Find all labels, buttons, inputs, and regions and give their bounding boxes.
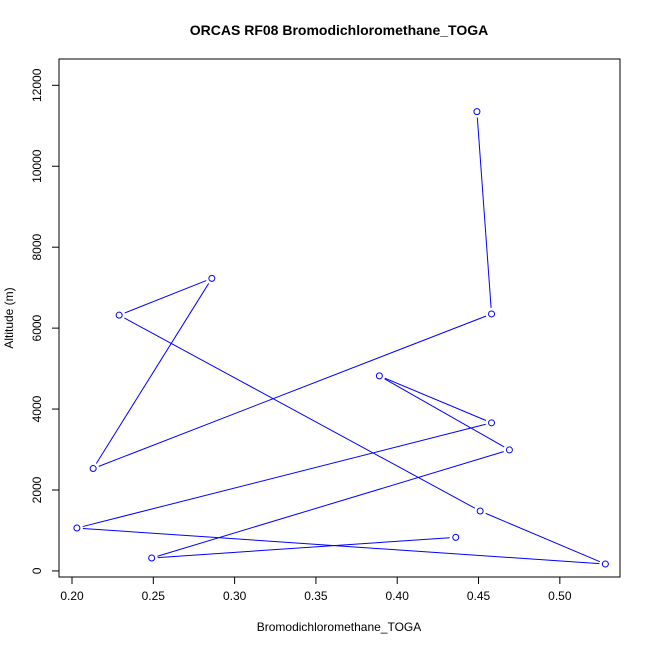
x-tick-label: 0.45 (467, 589, 491, 603)
data-point (488, 419, 496, 427)
x-tick-label: 0.40 (386, 589, 410, 603)
x-tick-label: 0.20 (60, 589, 84, 603)
series-segment (124, 317, 476, 509)
y-tick-label: 8000 (30, 234, 44, 261)
series-lines (82, 117, 601, 565)
x-axis: 0.20 0.25 0.30 0.35 0.40 0.45 0.50 (60, 576, 572, 603)
data-point (505, 446, 513, 454)
chart-title: ORCAS RF08 Bromodichloromethane_TOGA (190, 22, 488, 38)
series-segment (157, 537, 450, 559)
data-point (148, 554, 156, 562)
series-segment (82, 527, 600, 565)
plot-frame (58, 58, 621, 578)
y-tick-label: 6000 (30, 314, 44, 341)
series-segment (157, 451, 504, 557)
data-point (488, 310, 496, 318)
data-point (89, 465, 97, 473)
series-segment (476, 117, 492, 309)
series-segment (82, 423, 486, 528)
y-tick-label: 12000 (30, 68, 44, 102)
series-segment (98, 315, 487, 467)
x-tick-label: 0.30 (223, 589, 247, 603)
y-tick-label: 0 (30, 567, 44, 574)
data-point (115, 311, 123, 319)
series-segment (95, 283, 210, 464)
y-axis: 0 2000 4000 6000 8000 10000 12000 (30, 68, 60, 574)
series-segment (384, 378, 505, 448)
data-point (473, 108, 481, 116)
x-tick-label: 0.25 (142, 589, 166, 603)
x-tick-label: 0.50 (548, 589, 572, 603)
series-segment (384, 377, 487, 421)
series-segment (124, 280, 207, 314)
data-point (73, 524, 81, 532)
y-tick-label: 2000 (30, 476, 44, 503)
data-point (476, 507, 484, 515)
y-axis-label: Altitude (m) (2, 287, 16, 348)
x-tick-label: 0.35 (304, 589, 328, 603)
series-points (73, 108, 609, 568)
data-point (208, 274, 216, 282)
data-point (601, 560, 609, 568)
data-point (452, 533, 460, 541)
data-point (375, 372, 383, 380)
y-tick-label: 4000 (30, 395, 44, 422)
y-tick-label: 10000 (30, 149, 44, 183)
series-segment (485, 512, 601, 563)
x-axis-label: Bromodichloromethane_TOGA (257, 620, 422, 634)
